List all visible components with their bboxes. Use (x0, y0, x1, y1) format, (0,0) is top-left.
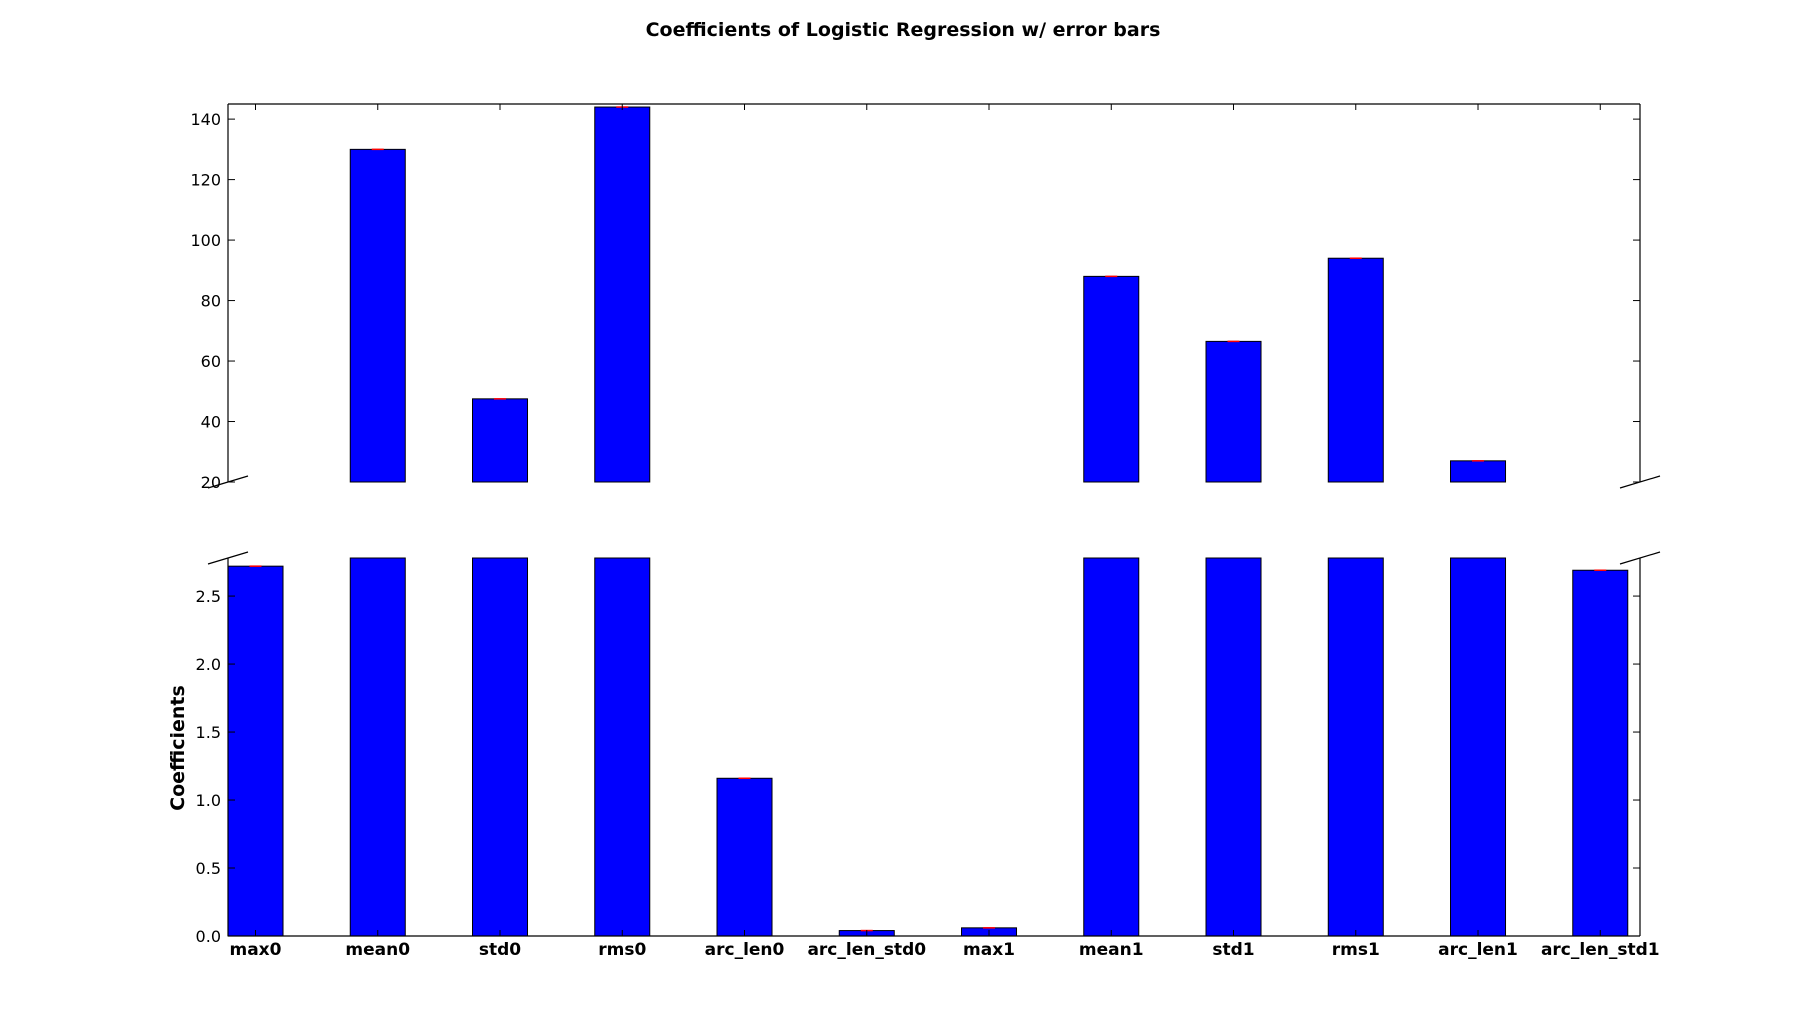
bar-lower-arc_len_std1 (1572, 569, 1629, 937)
upper-panel: 20 40 60 80 100 120 140 (190, 103, 1661, 492)
category-label-max1: max1 (963, 940, 1015, 960)
category-label-mean1: mean1 (1079, 940, 1144, 960)
y-tick-label-upper-20: 20 (201, 473, 221, 492)
lower-panel: 0.0 0.5 1.0 1.5 2.0 2.5 (196, 551, 1661, 946)
y-tick-label-upper-40: 40 (201, 413, 221, 432)
bar-upper-mean0 (349, 148, 406, 483)
break-mark-lower-right (1619, 551, 1661, 565)
y-tick-label-upper-100: 100 (190, 231, 221, 250)
bar-lower-rms0 (594, 557, 651, 937)
category-labels: max0 mean0 std0 rms0 arc_len0 arc_len_std0 max… (230, 940, 1660, 960)
category-label-rms1: rms1 (1332, 940, 1380, 960)
bar-lower-mean1 (1083, 557, 1140, 937)
category-label-arc_len1: arc_len1 (1438, 940, 1518, 960)
bar-lower-std0 (472, 557, 529, 937)
bar-upper-mean1 (1083, 275, 1140, 483)
bar-lower-max0 (227, 565, 284, 937)
bar-upper-std1 (1205, 340, 1262, 483)
category-label-arc_len_std0: arc_len_std0 (807, 940, 926, 960)
bar-upper-rms1 (1327, 257, 1384, 483)
bar-lower-std1 (1205, 557, 1262, 937)
y-tick-label-lower-1.0: 1.0 (196, 791, 221, 810)
y-axis-label: Coefficients (167, 685, 189, 811)
y-tick-label-upper-60: 60 (201, 352, 221, 371)
bar-lower-mean0 (349, 557, 406, 937)
break-mark-lower-left (207, 551, 249, 565)
bar-lower-arc_len1 (1450, 557, 1507, 937)
category-label-mean0: mean0 (345, 940, 410, 960)
y-tick-label-upper-80: 80 (201, 292, 221, 311)
y-tick-label-lower-0.5: 0.5 (196, 859, 221, 878)
category-label-arc_len_std1: arc_len_std1 (1541, 940, 1660, 960)
y-tick-label-lower-0.0: 0.0 (196, 927, 221, 946)
category-label-max0: max0 (230, 940, 282, 960)
bar-upper-rms0 (594, 106, 651, 483)
y-tick-label-upper-120: 120 (190, 171, 221, 190)
bar-upper-std0 (472, 398, 529, 483)
y-tick-label-lower-2.0: 2.0 (196, 655, 221, 674)
bar-lower-rms1 (1327, 557, 1384, 937)
chart-title: Coefficients of Logistic Regression w/ e… (646, 19, 1161, 41)
category-label-rms0: rms0 (598, 940, 646, 960)
y-tick-label-upper-140: 140 (190, 110, 221, 129)
bar-lower-arc_len0 (716, 777, 773, 937)
category-label-std1: std1 (1212, 940, 1254, 960)
y-tick-label-lower-1.5: 1.5 (196, 723, 221, 742)
bar-upper-arc_len1 (1450, 460, 1507, 483)
category-label-std0: std0 (479, 940, 521, 960)
y-tick-label-lower-2.5: 2.5 (196, 587, 221, 606)
category-label-arc_len0: arc_len0 (705, 940, 785, 960)
